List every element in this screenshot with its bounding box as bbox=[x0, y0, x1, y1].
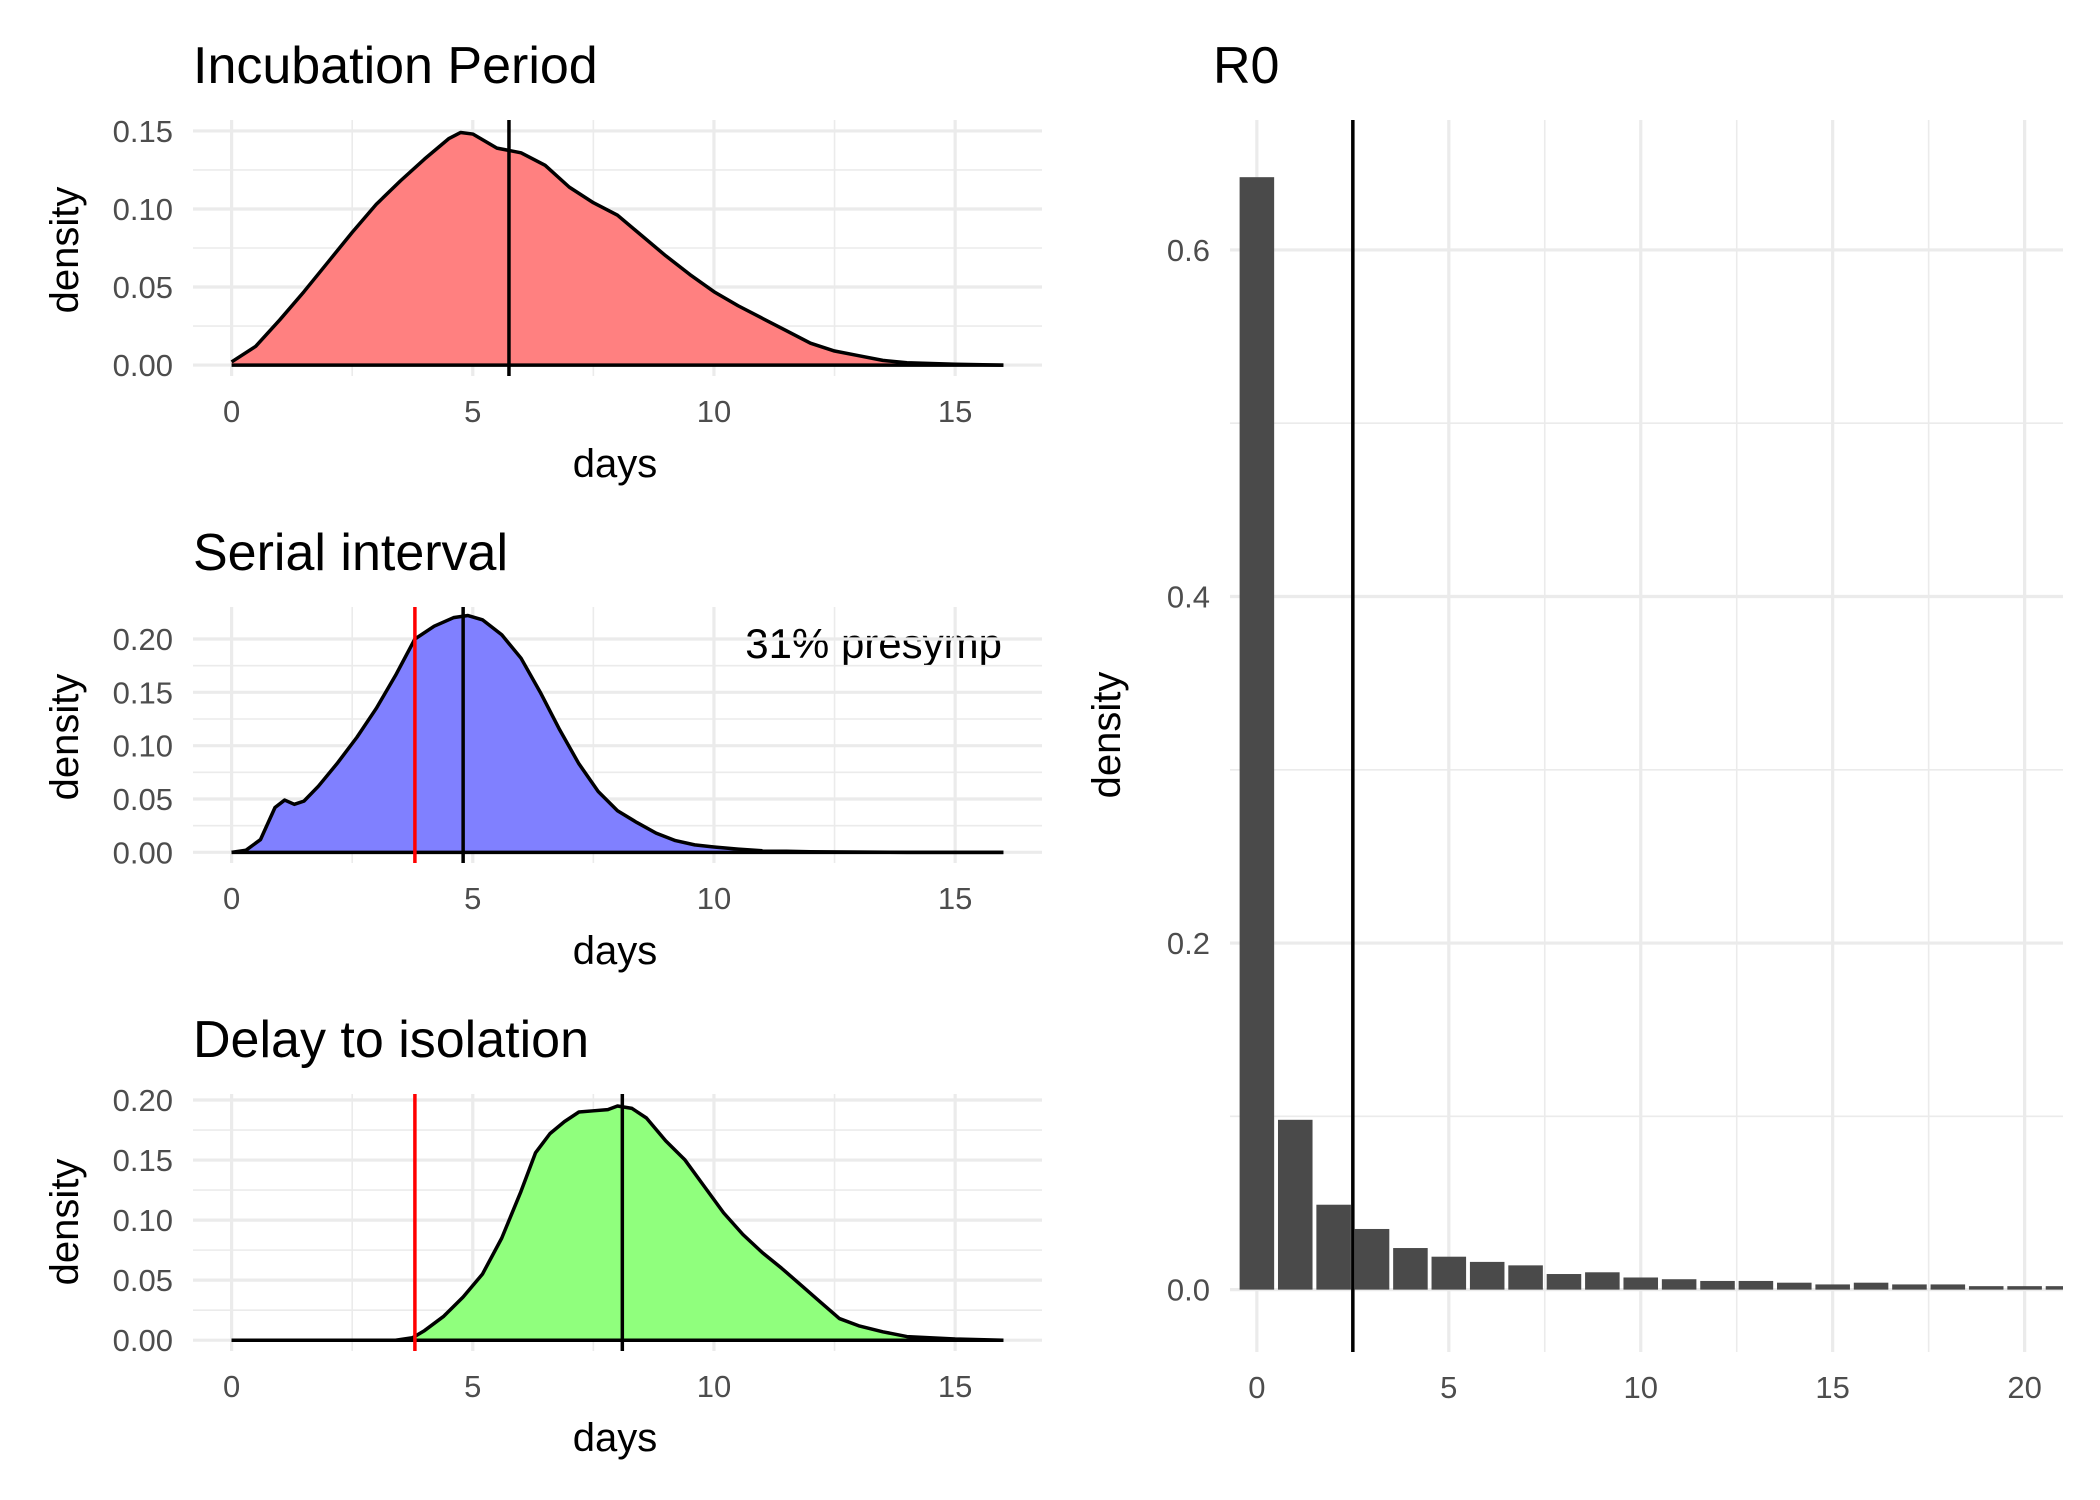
r0-bar bbox=[1968, 1286, 2004, 1290]
y-tick-label: 0.05 bbox=[113, 270, 173, 305]
y-tick-label: 0.00 bbox=[113, 1323, 173, 1358]
isolation-x-axis-label: days bbox=[573, 1416, 658, 1460]
x-tick-label: 5 bbox=[1440, 1370, 1457, 1405]
x-tick-label: 20 bbox=[2007, 1370, 2041, 1405]
isolation-density-line bbox=[231, 1104, 1004, 1342]
y-tick-label: 0.4 bbox=[1167, 580, 1210, 615]
r0-bar bbox=[2007, 1286, 2042, 1290]
x-tick-label: 5 bbox=[464, 1369, 481, 1404]
isolation-plot-area: 0 5 10 15 0.00 0.05 0.10 0.15 0.20 bbox=[113, 1083, 1042, 1404]
x-tick-label: 5 bbox=[464, 394, 481, 429]
serial-title: Serial interval bbox=[193, 524, 508, 582]
incubation-density-fill bbox=[231, 132, 1004, 366]
r0-bar bbox=[1853, 1282, 1889, 1290]
r0-bar bbox=[1738, 1280, 1774, 1290]
x-tick-label: 10 bbox=[697, 1369, 731, 1404]
isolation-title: Delay to isolation bbox=[193, 1011, 589, 1069]
incubation-title: Incubation Period bbox=[193, 37, 598, 95]
y-tick-label: 0.15 bbox=[113, 1143, 173, 1178]
x-tick-label: 15 bbox=[938, 881, 972, 916]
serial-interval-panel: Serial interval days density 31% presymp… bbox=[43, 524, 1042, 973]
y-tick-label: 0.15 bbox=[113, 675, 173, 710]
x-tick-label: 0 bbox=[1248, 1370, 1265, 1405]
y-tick-label: 0.15 bbox=[113, 114, 173, 149]
r0-bar bbox=[1546, 1274, 1582, 1290]
y-tick-label: 0.10 bbox=[113, 1203, 173, 1238]
y-tick-label: 0.10 bbox=[113, 729, 173, 764]
y-tick-label: 0.05 bbox=[113, 782, 173, 817]
y-tick-label: 0.20 bbox=[113, 1083, 173, 1118]
r0-bar bbox=[1585, 1272, 1620, 1290]
r0-panel: R0 density 0 5 10 15 20 0.0 0.2 0.4 0.6 bbox=[1085, 37, 2063, 1405]
y-tick-label: 0.20 bbox=[113, 622, 173, 657]
y-tick-label: 0.00 bbox=[113, 348, 173, 383]
x-tick-label: 10 bbox=[1623, 1370, 1657, 1405]
incubation-plot-area: 0 5 10 15 0.00 0.05 0.10 0.15 bbox=[113, 114, 1042, 429]
y-tick-label: 0.0 bbox=[1167, 1273, 1210, 1308]
r0-bar bbox=[1930, 1284, 1966, 1290]
x-tick-label: 0 bbox=[223, 881, 240, 916]
y-tick-label: 0.00 bbox=[113, 835, 173, 870]
incubation-period-panel: Incubation Period days density 0 5 10 15 0.0… bbox=[43, 37, 1042, 486]
x-tick-label: 5 bbox=[464, 881, 481, 916]
x-tick-label: 10 bbox=[697, 394, 731, 429]
r0-plot-area: 0 5 10 15 20 0.0 0.2 0.4 0.6 bbox=[1167, 120, 2063, 1405]
x-tick-label: 10 bbox=[697, 881, 731, 916]
y-tick-label: 0.10 bbox=[113, 192, 173, 227]
r0-bar bbox=[1815, 1284, 1850, 1290]
r0-bar bbox=[1508, 1265, 1543, 1290]
isolation-y-axis-label: density bbox=[43, 1159, 87, 1286]
x-tick-label: 15 bbox=[938, 1369, 972, 1404]
x-tick-label: 15 bbox=[1815, 1370, 1849, 1405]
r0-title: R0 bbox=[1213, 37, 1279, 95]
incubation-y-axis-label: density bbox=[43, 187, 87, 314]
incubation-density-line bbox=[230, 130, 1004, 367]
serial-y-axis-label: density bbox=[43, 674, 87, 801]
r0-bar bbox=[1239, 177, 1275, 1290]
x-tick-label: 15 bbox=[938, 394, 972, 429]
x-tick-label: 0 bbox=[223, 394, 240, 429]
r0-bar bbox=[1393, 1248, 1428, 1290]
serial-density-line bbox=[231, 613, 1004, 855]
r0-bar bbox=[1431, 1256, 1467, 1290]
serial-density-fill bbox=[231, 615, 1004, 853]
y-tick-label: 0.05 bbox=[113, 1263, 173, 1298]
r0-y-axis-label: density bbox=[1085, 672, 1129, 799]
x-tick-label: 0 bbox=[223, 1369, 240, 1404]
r0-bar bbox=[1661, 1279, 1697, 1290]
r0-bar bbox=[1700, 1280, 1735, 1290]
serial-plot-area: 0 5 10 15 0.00 0.05 0.10 0.15 0.20 bbox=[113, 607, 1042, 916]
incubation-x-axis-label: days bbox=[573, 442, 658, 486]
r0-bar bbox=[1277, 1119, 1313, 1290]
y-tick-label: 0.6 bbox=[1167, 233, 1210, 268]
r0-bar bbox=[1623, 1277, 1659, 1290]
delay-to-isolation-panel: Delay to isolation days density 0 5 10 15 0.… bbox=[43, 1011, 1042, 1460]
r0-bar bbox=[1777, 1282, 1812, 1290]
presymp-annotation: 31% presymp bbox=[745, 620, 1002, 667]
y-tick-label: 0.2 bbox=[1167, 926, 1210, 961]
serial-x-axis-label: days bbox=[573, 929, 658, 973]
r0-bar bbox=[1316, 1204, 1351, 1290]
r0-bar bbox=[1354, 1228, 1390, 1290]
isolation-density-fill bbox=[231, 1106, 1004, 1341]
r0-bar bbox=[2045, 1286, 2063, 1290]
r0-bar bbox=[1892, 1284, 1927, 1290]
r0-bar bbox=[1469, 1261, 1505, 1290]
